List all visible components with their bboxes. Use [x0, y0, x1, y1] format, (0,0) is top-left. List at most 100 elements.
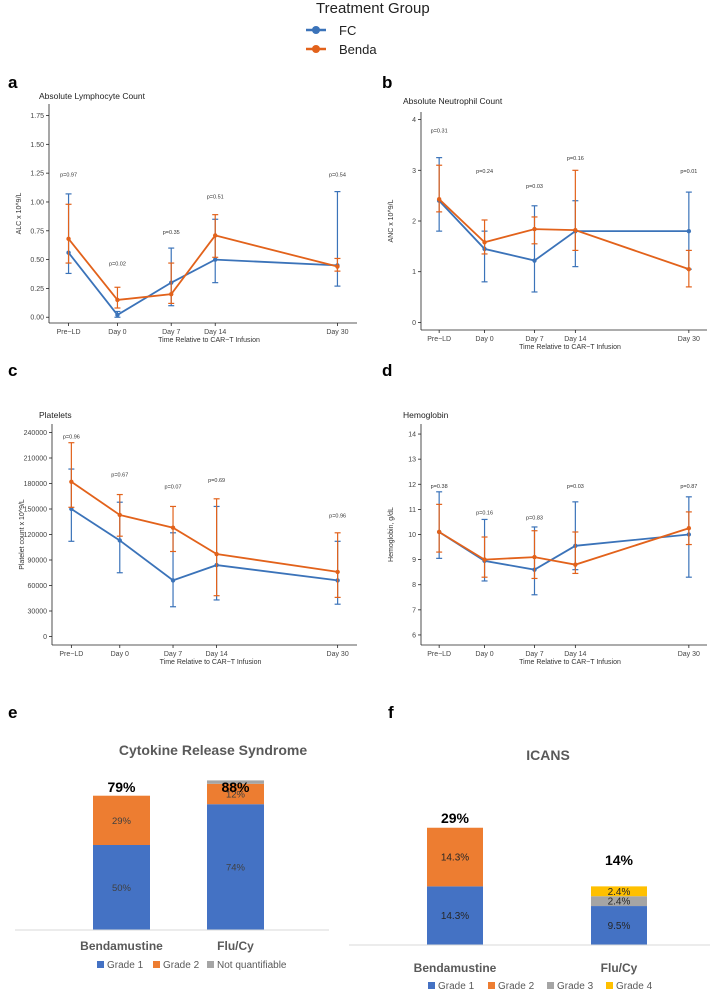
- bar-segment-grade-2: [427, 827, 483, 887]
- y-tick-label: 13: [408, 457, 416, 464]
- p-value-label: p=0.01: [680, 169, 697, 175]
- data-label: 9.5%: [608, 921, 631, 932]
- data-label: 50%: [112, 883, 132, 894]
- series-fc: [436, 491, 692, 596]
- p-value-label: p=0.83: [526, 515, 543, 521]
- y-tick-label: 150000: [24, 507, 47, 514]
- data-point: [170, 525, 176, 530]
- chart-platelets: Platelets 0 30000 60000 90000 120000 150000 180…: [19, 410, 357, 666]
- y-tick-label: 12: [408, 482, 416, 489]
- x-tick-label: Day 30: [326, 329, 348, 336]
- x-tick-label: Pre−LD: [57, 329, 81, 336]
- data-point: [335, 264, 340, 269]
- series-line-fc: [70, 508, 338, 582]
- data-label: 74%: [226, 863, 246, 874]
- p-value-label: p=0.69: [208, 478, 225, 484]
- x-axis-label: Time Relative to CAR−T Infusion: [160, 659, 262, 666]
- chart-title: Absolute Lymphocyte Count: [39, 91, 146, 101]
- bar-segment-grade-2: [93, 795, 150, 845]
- data-point: [213, 233, 218, 238]
- y-tick-label: 0: [43, 634, 47, 641]
- y-tick-label: 0.75: [30, 228, 44, 235]
- x-tick-label: Day 30: [327, 651, 349, 658]
- stacked-bar-0: 14.3% 14.3%: [427, 827, 483, 945]
- y-tick-label: 240000: [24, 430, 47, 437]
- legend-label: Grade 1: [107, 960, 144, 971]
- series-line-fc: [438, 531, 689, 571]
- p-value-label: p=0.24: [476, 169, 493, 175]
- series-fc: [436, 157, 692, 293]
- panel-label-b: b: [382, 73, 392, 92]
- y-tick-label: 0.00: [30, 315, 44, 322]
- data-point: [532, 554, 537, 560]
- x-axis-label: Time Relative to CAR−T Infusion: [519, 659, 621, 666]
- y-axis-label: Hemoglobin, g/dL: [388, 507, 395, 562]
- panel-label-f: f: [388, 703, 394, 722]
- chart-title: Cytokine Release Syndrome: [119, 742, 308, 758]
- total-label: 14%: [605, 852, 634, 868]
- bar-segment-not-quantifiable: [207, 780, 264, 784]
- y-tick-label: 0: [412, 320, 416, 327]
- chart-title: Hemoglobin: [403, 410, 449, 420]
- y-tick-label: 30000: [28, 609, 48, 616]
- legend-label: Not quantifiable: [217, 960, 287, 971]
- bar-segment-grade-2: [207, 783, 264, 805]
- y-tick-label: 2: [412, 219, 416, 226]
- y-axis-label: ALC x 10^9/L: [16, 192, 23, 234]
- legend-item-benda: Benda: [306, 42, 377, 57]
- x-tick-label: Day 0: [475, 336, 493, 343]
- total-label: 29%: [441, 810, 470, 826]
- x-tick-label: Day 30: [678, 651, 700, 658]
- data-point: [66, 236, 71, 242]
- legend-label: Grade 1: [438, 981, 475, 992]
- x-tick-label: Day 14: [564, 651, 586, 658]
- p-value-label: p=0.35: [163, 230, 180, 236]
- data-point: [117, 512, 122, 518]
- chart-hemoglobin: Hemoglobin 6 7 8 9 10 11 12 13 14 Pre−LD Day 0 Day 7…: [388, 410, 707, 666]
- chart-anc: Absolute Neutrophil Count 0 1 2 3 4 Pre−LD Day …: [388, 96, 707, 351]
- x-tick-label: Day 14: [204, 329, 226, 336]
- legend-swatch-grade-1: [97, 961, 104, 968]
- series-benda: [436, 164, 692, 288]
- legend-swatch-grade-3: [547, 982, 554, 989]
- x-tick-label: Day 7: [162, 329, 180, 336]
- panel-label-a: a: [8, 73, 18, 92]
- x-tick-label: Pre−LD: [427, 651, 451, 658]
- data-label: 2.4%: [608, 887, 631, 898]
- data-point: [69, 479, 74, 484]
- legend-label-benda: Benda: [339, 42, 377, 57]
- x-tick-label: Day 0: [475, 651, 493, 658]
- panel-label-d: d: [382, 361, 392, 380]
- bar-segment-grade-1: [591, 906, 647, 945]
- bar-segment-grade-1: [427, 886, 483, 945]
- data-point: [686, 228, 692, 234]
- legend-item-fc: FC: [306, 23, 356, 38]
- y-tick-label: 1.75: [30, 113, 44, 120]
- series-benda: [436, 503, 692, 580]
- panel-label-e: e: [8, 703, 17, 722]
- total-label: 88%: [221, 779, 250, 795]
- series-line-benda: [438, 198, 690, 271]
- data-point: [436, 529, 442, 535]
- chart-alc: Absolute Lymphocyte Count 0.00 0.25 0.50 0.7…: [16, 91, 357, 344]
- p-value-label: p=0.54: [329, 173, 346, 179]
- y-tick-label: 0.25: [30, 286, 44, 293]
- y-tick-label: 11: [409, 507, 416, 514]
- data-point: [335, 569, 340, 575]
- data-point: [115, 312, 120, 318]
- y-tick-label: 14: [408, 432, 416, 439]
- legend: Treatment Group FC Benda: [306, 0, 430, 57]
- data-label: 14.3%: [441, 911, 469, 922]
- legend-swatch-grade-2: [488, 982, 495, 989]
- category-label: Bendamustine: [80, 939, 163, 953]
- y-tick-label: 7: [412, 607, 416, 614]
- legend-swatch-grade-2: [153, 961, 160, 968]
- series-benda: [65, 203, 341, 309]
- panel-label-c: c: [8, 361, 17, 380]
- category-label: Bendamustine: [414, 961, 497, 975]
- y-tick-label: 10: [408, 532, 416, 539]
- series-line-benda: [70, 481, 338, 573]
- x-tick-label: Day 30: [678, 336, 700, 343]
- data-point: [532, 226, 537, 232]
